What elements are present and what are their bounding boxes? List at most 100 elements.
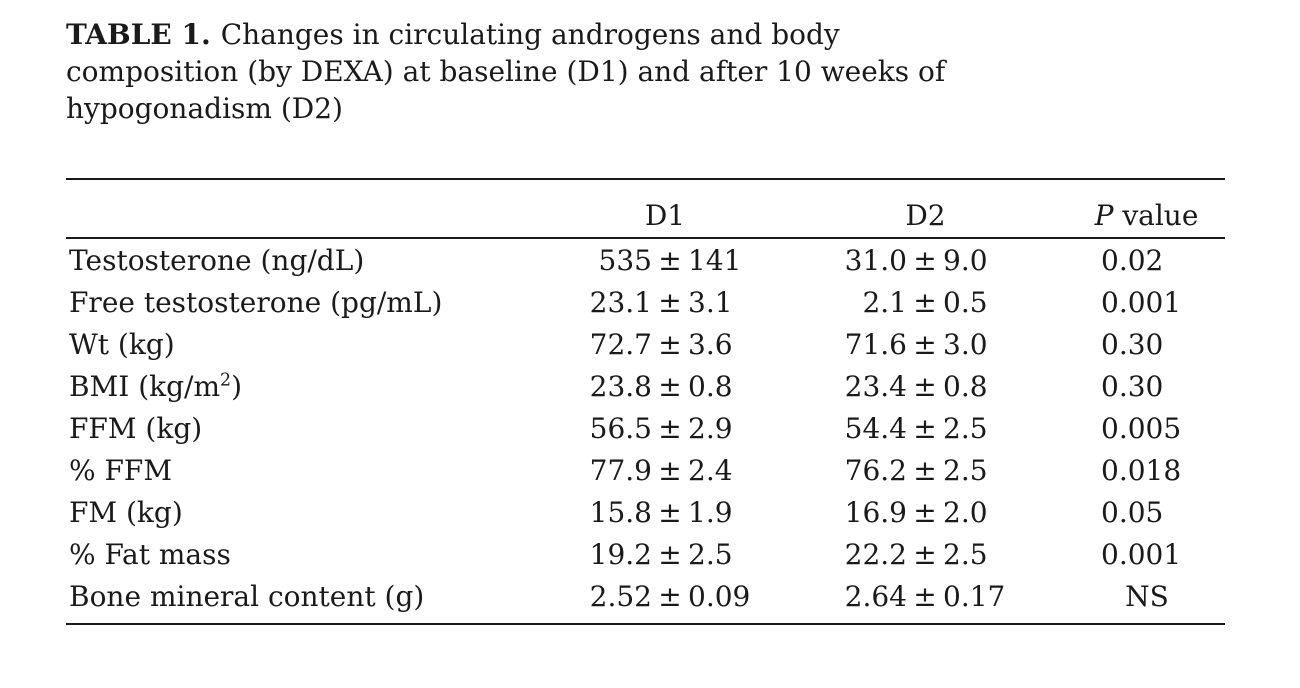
value-with-sd: 54.4 ±2.5 xyxy=(788,408,1043,450)
sd-value: 3.0 xyxy=(943,328,988,361)
d1-value-cell: 56.5 ±2.9 xyxy=(526,408,788,450)
sd-value: 141 xyxy=(688,244,742,277)
plus-minus-sign: ± xyxy=(913,454,937,487)
value-with-sd: 2.64 ±0.17 xyxy=(788,576,1043,618)
metric-label: Wt (kg) xyxy=(69,328,175,361)
d2-value-cell: 2.1 ±0.5 xyxy=(788,282,1043,324)
d1-value-cell: 77.9 ±2.4 xyxy=(526,450,788,492)
d2-value-cell: 2.64 ±0.17 xyxy=(788,576,1043,618)
d1-value-cell: 72.7 ±3.6 xyxy=(526,324,788,366)
plus-minus-sign: ± xyxy=(658,412,682,445)
value-with-sd: 77.9 ±2.4 xyxy=(526,450,788,492)
plus-minus-sign: ± xyxy=(913,370,937,403)
p-value-cell: 0.30 xyxy=(1043,324,1225,366)
p-value: 0.02 xyxy=(1101,244,1164,277)
p-value-cell: 0.02 xyxy=(1043,240,1225,282)
plus-minus-sign: ± xyxy=(913,496,937,529)
table-header-row: D1 D2 P value xyxy=(66,180,1225,239)
p-value: 0.001 xyxy=(1101,538,1182,571)
value-with-sd: 23.1 ±3.1 xyxy=(526,282,788,324)
table-row: Bone mineral content (g) 2.52 ±0.09 2.64 ±0.… xyxy=(66,576,1225,618)
metric-label: % FFM xyxy=(69,454,173,487)
mean-value: 23.4 xyxy=(844,370,907,403)
d1-value-cell: 535 ±141 xyxy=(526,240,788,282)
caption-title-text: Changes in circulating androgens and bod… xyxy=(220,18,840,51)
value-with-sd: 2.52 ±0.09 xyxy=(526,576,788,618)
table-row: FM (kg) 15.8 ±1.9 16.9 ±2.0 0.05 xyxy=(66,492,1225,534)
p-value: 0.30 xyxy=(1101,328,1164,361)
mean-value: 31.0 xyxy=(844,244,907,277)
value-with-sd: 31.0 ±9.0 xyxy=(788,240,1043,282)
table-row: Testosterone (ng/dL) 535 ±141 31.0 ±9.0 0.02 xyxy=(66,240,1225,282)
p-value: 0.005 xyxy=(1101,412,1182,445)
metric-label: % Fat mass xyxy=(69,538,231,571)
mean-value: 2.52 xyxy=(589,580,652,613)
value-with-sd: 72.7 ±3.6 xyxy=(526,324,788,366)
plus-minus-sign: ± xyxy=(658,370,682,403)
value-with-sd: 76.2 ±2.5 xyxy=(788,450,1043,492)
caption-line-1: TABLE 1. Changes in circulating androgens… xyxy=(66,16,1236,53)
d1-value-cell: 23.1 ±3.1 xyxy=(526,282,788,324)
metric-label: Testosterone (ng/dL) xyxy=(69,244,365,277)
value-with-sd: 23.4 ±0.8 xyxy=(788,366,1043,408)
plus-minus-sign: ± xyxy=(913,286,937,319)
plus-minus-sign: ± xyxy=(658,454,682,487)
sd-value: 0.09 xyxy=(688,580,751,613)
metric-label: FM (kg) xyxy=(69,496,183,529)
plus-minus-sign: ± xyxy=(658,580,682,613)
table-row: % Fat mass 19.2 ±2.5 22.2 ±2.5 0.001 xyxy=(66,534,1225,576)
sd-value: 2.5 xyxy=(943,538,988,571)
sd-value: 2.0 xyxy=(943,496,988,529)
value-with-sd: 19.2 ±2.5 xyxy=(526,534,788,576)
p-value: 0.30 xyxy=(1101,370,1164,403)
d2-value-cell: 31.0 ±9.0 xyxy=(788,240,1043,282)
d2-value-cell: 54.4 ±2.5 xyxy=(788,408,1043,450)
table-row: BMI (kg/m2) 23.8 ±0.8 23.4 ±0.8 0.30 xyxy=(66,366,1225,408)
mean-value: 56.5 xyxy=(589,412,652,445)
mean-value: 16.9 xyxy=(844,496,907,529)
mean-value: 54.4 xyxy=(844,412,907,445)
header-p-rest: value xyxy=(1113,199,1199,232)
sd-value: 2.5 xyxy=(688,538,733,571)
caption-line-2: composition (by DEXA) at baseline (D1) a… xyxy=(66,55,946,88)
plus-minus-sign: ± xyxy=(913,328,937,361)
table-caption: TABLE 1. Changes in circulating androgens… xyxy=(66,16,1236,127)
plus-minus-sign: ± xyxy=(658,286,682,319)
value-with-sd: 15.8 ±1.9 xyxy=(526,492,788,534)
sd-value: 1.9 xyxy=(688,496,733,529)
mean-value: 19.2 xyxy=(589,538,652,571)
d2-value-cell: 71.6 ±3.0 xyxy=(788,324,1043,366)
sd-value: 3.6 xyxy=(688,328,733,361)
caption-line-3: hypogonadism (D2) xyxy=(66,92,343,125)
value-with-sd: 56.5 ±2.9 xyxy=(526,408,788,450)
d2-value-cell: 16.9 ±2.0 xyxy=(788,492,1043,534)
d1-value-cell: 23.8 ±0.8 xyxy=(526,366,788,408)
sd-value: 2.4 xyxy=(688,454,733,487)
plus-minus-sign: ± xyxy=(658,538,682,571)
header-d1: D1 xyxy=(644,199,686,232)
p-value-cell: 0.018 xyxy=(1043,450,1225,492)
p-value: 0.05 xyxy=(1101,496,1164,529)
mean-value: 535 xyxy=(598,244,652,277)
mean-value: 2.1 xyxy=(862,286,907,319)
p-value-cell: 0.05 xyxy=(1043,492,1225,534)
mean-value: 71.6 xyxy=(844,328,907,361)
value-with-sd: 16.9 ±2.0 xyxy=(788,492,1043,534)
metric-label: FFM (kg) xyxy=(69,412,203,445)
d1-value-cell: 2.52 ±0.09 xyxy=(526,576,788,618)
table-row: % FFM 77.9 ±2.4 76.2 ±2.5 0.018 xyxy=(66,450,1225,492)
plus-minus-sign: ± xyxy=(658,328,682,361)
mean-value: 2.64 xyxy=(844,580,907,613)
plus-minus-sign: ± xyxy=(913,538,937,571)
sd-value: 0.5 xyxy=(943,286,988,319)
sd-value: 3.1 xyxy=(688,286,733,319)
table-body: Testosterone (ng/dL) 535 ±141 31.0 ±9.0 0.02 F… xyxy=(66,239,1225,623)
mean-value: 23.8 xyxy=(589,370,652,403)
d1-value-cell: 15.8 ±1.9 xyxy=(526,492,788,534)
header-d2: D2 xyxy=(905,199,946,232)
value-with-sd: 2.1 ±0.5 xyxy=(788,282,1043,324)
table-row: Free testosterone (pg/mL) 23.1 ±3.1 2.1 ±0.5… xyxy=(66,282,1225,324)
mean-value: 76.2 xyxy=(844,454,907,487)
data-table: D1 D2 P value Testosterone (ng/dL) 535 ±14… xyxy=(66,178,1225,625)
